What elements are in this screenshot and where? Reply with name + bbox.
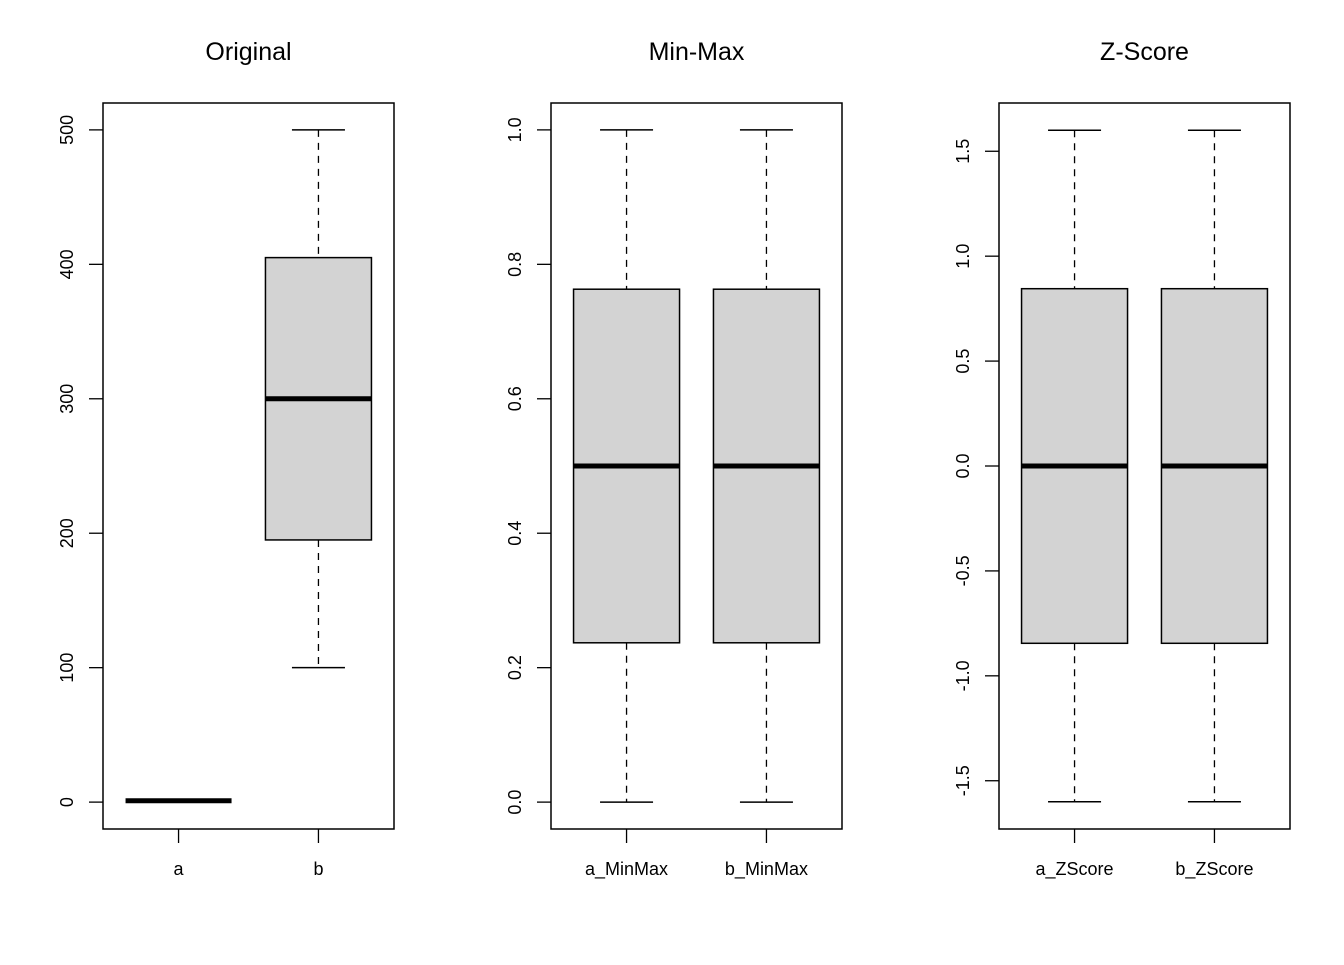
y-tick-label: 100 — [57, 653, 77, 683]
panel-3: Z-Score -1.5 -1.0 -0.5 0.0 0.5 1.0 1.5 a_ZScore b… — [953, 38, 1291, 880]
y-tick-label: 1.5 — [953, 139, 973, 164]
y-tick-label: -1.5 — [953, 765, 973, 796]
panel-title: Min-Max — [649, 38, 745, 66]
panel-2: Min-Max 0.0 0.2 0.4 0.6 0.8 1.0 a_MinMax b_MinMa… — [505, 38, 843, 880]
x-tick-label: a_ZScore — [1036, 859, 1114, 880]
y-tick-label: 0.0 — [505, 790, 525, 815]
box-a: a — [125, 798, 232, 879]
y-tick-label: 200 — [57, 518, 77, 548]
x-tick-label: b_MinMax — [725, 859, 808, 880]
y-tick-label: -0.5 — [953, 555, 973, 586]
x-tick-label: b_ZScore — [1175, 859, 1253, 880]
box-a_MinMax: a_MinMax — [572, 129, 681, 880]
y-tick-label: 0.0 — [953, 453, 973, 478]
y-tick-label: 0.4 — [505, 521, 525, 546]
y-tick-label: 1.0 — [505, 117, 525, 142]
x-tick-label: a — [174, 859, 185, 879]
y-tick-label: 300 — [57, 384, 77, 414]
y-tick-label: 400 — [57, 249, 77, 279]
box-b_MinMax: b_MinMax — [712, 129, 821, 880]
plot-frame — [102, 102, 395, 830]
plot-frame — [550, 102, 843, 830]
y-tick-label: 0.6 — [505, 386, 525, 411]
y-tick-label: 500 — [57, 115, 77, 145]
y-tick-label: 1.0 — [953, 244, 973, 269]
box-b_ZScore: b_ZScore — [1160, 129, 1269, 880]
y-tick-label: -1.0 — [953, 660, 973, 691]
box-b: b — [264, 129, 373, 879]
y-tick-label: 0 — [57, 797, 77, 807]
x-tick-label: b — [313, 859, 323, 879]
y-tick-label: 0.5 — [953, 349, 973, 374]
y-tick-label: 0.2 — [505, 655, 525, 680]
x-tick-label: a_MinMax — [585, 859, 668, 880]
panel-1: Original 0 100 200 300 400 500 a b — [57, 38, 395, 879]
panel-title: Original — [205, 38, 291, 66]
box-a_ZScore: a_ZScore — [1020, 129, 1129, 880]
y-tick-label: 0.8 — [505, 252, 525, 277]
panel-title: Z-Score — [1100, 38, 1189, 66]
